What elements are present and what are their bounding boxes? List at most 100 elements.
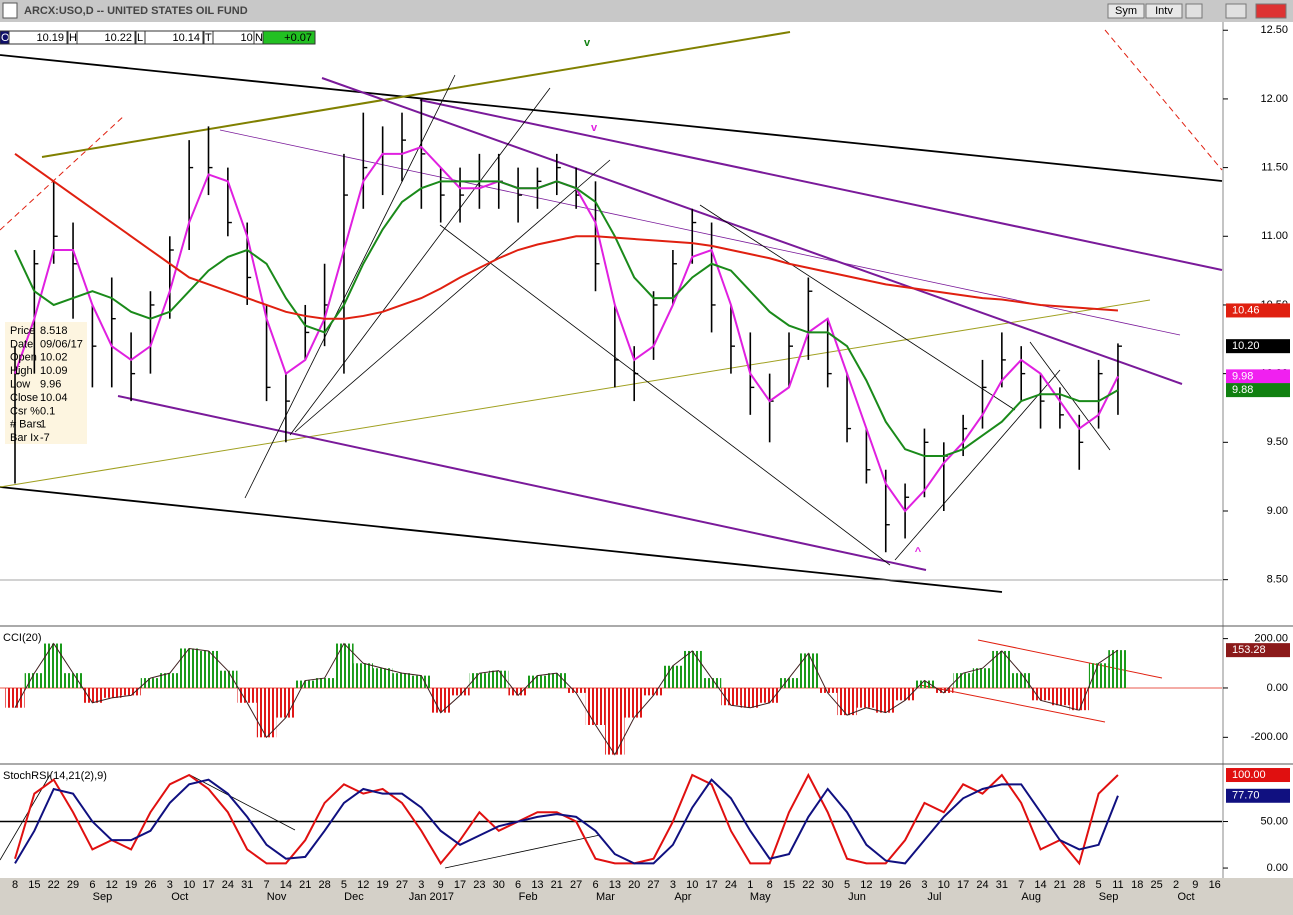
cci-bar bbox=[682, 650, 702, 688]
cci-bar bbox=[140, 678, 161, 688]
cci-bar bbox=[314, 678, 335, 688]
cci-bar bbox=[5, 687, 25, 708]
trend-line bbox=[1029, 341, 1111, 451]
cci-bar bbox=[102, 687, 122, 698]
quote-label: L bbox=[137, 32, 143, 44]
value-marker-label: 9.88 bbox=[1232, 384, 1253, 396]
x-tick-label: 6 bbox=[89, 879, 95, 891]
info-value: -7 bbox=[40, 432, 50, 444]
cci-bar bbox=[198, 650, 219, 688]
x-tick-label: 28 bbox=[1073, 879, 1085, 891]
x-tick-label: 13 bbox=[609, 879, 621, 891]
x-tick-label: 5 bbox=[844, 879, 850, 891]
cci-bar bbox=[740, 687, 760, 708]
x-tick-label: 12 bbox=[106, 879, 118, 891]
x-tick-label: 3 bbox=[418, 879, 424, 891]
close-button[interactable] bbox=[1255, 3, 1287, 19]
trend-line bbox=[0, 114, 126, 231]
trend-line bbox=[294, 159, 611, 433]
x-tick-label: 8 bbox=[12, 879, 18, 891]
cci-bar bbox=[721, 687, 741, 706]
x-tick-label: 17 bbox=[705, 879, 717, 891]
x-month-label: Apr bbox=[674, 891, 691, 903]
x-month-label: Mar bbox=[596, 891, 615, 903]
quote-value: +0.07 bbox=[284, 32, 312, 44]
trend-line bbox=[321, 77, 1183, 385]
x-tick-label: 11 bbox=[1112, 879, 1123, 891]
y-tick-label: 12.50 bbox=[1260, 24, 1288, 36]
trend-line bbox=[894, 369, 1061, 561]
cci-bar bbox=[295, 680, 315, 688]
x-tick-label: 17 bbox=[454, 879, 466, 891]
trend-line bbox=[289, 87, 551, 436]
cci-bar bbox=[605, 687, 625, 755]
cci-bar bbox=[992, 650, 1012, 688]
x-tick-label: 20 bbox=[628, 879, 640, 891]
x-tick-label: 30 bbox=[822, 879, 834, 891]
series-line bbox=[14, 153, 1119, 320]
toolbar-button[interactable] bbox=[1145, 3, 1183, 19]
x-tick-label: 13 bbox=[531, 879, 543, 891]
cci-bar bbox=[411, 675, 431, 688]
trend-line bbox=[0, 486, 1003, 593]
title-bar bbox=[0, 0, 1293, 22]
x-tick-label: 15 bbox=[783, 879, 795, 891]
x-tick-label: 27 bbox=[647, 879, 659, 891]
info-value: 09/06/17 bbox=[40, 338, 83, 350]
cci-bar bbox=[566, 687, 586, 693]
trend-line bbox=[117, 395, 927, 571]
cci-bar bbox=[1050, 687, 1070, 706]
cci-bar bbox=[701, 678, 722, 688]
cci-bar bbox=[972, 668, 993, 688]
value-marker-label: 153.28 bbox=[1232, 644, 1266, 656]
value-marker-label: 10.20 bbox=[1232, 340, 1260, 352]
x-tick-label: 26 bbox=[899, 879, 911, 891]
cci-bar bbox=[953, 673, 973, 688]
x-month-label: Jan 2017 bbox=[409, 891, 454, 903]
x-tick-label: 24 bbox=[976, 879, 988, 891]
x-tick-label: 17 bbox=[202, 879, 214, 891]
x-tick-label: 14 bbox=[280, 879, 292, 891]
quote-value: 10.14 bbox=[172, 32, 200, 44]
x-tick-label: 29 bbox=[67, 879, 79, 891]
x-month-label: Oct bbox=[171, 891, 188, 903]
x-tick-label: 10 bbox=[183, 879, 195, 891]
trend-line bbox=[244, 74, 456, 499]
pane-title: StochRSI(14,21(2),9) bbox=[3, 770, 107, 782]
value-marker-label: 100.00 bbox=[1232, 769, 1266, 781]
cci-bar bbox=[663, 665, 683, 688]
x-month-label: Sep bbox=[1099, 891, 1119, 903]
quote-label: H bbox=[69, 32, 77, 44]
quote-value-box bbox=[76, 30, 136, 45]
cci-bar bbox=[779, 678, 799, 688]
x-month-label: Feb bbox=[519, 891, 538, 903]
quote-label: T bbox=[205, 32, 212, 44]
x-tick-label: 30 bbox=[493, 879, 505, 891]
info-panel bbox=[5, 322, 87, 444]
cci-bar bbox=[121, 687, 141, 696]
y-tick-label: 11.50 bbox=[1261, 162, 1288, 174]
x-month-label: Jul bbox=[927, 891, 941, 903]
cci-bar bbox=[914, 680, 935, 688]
cci-bar bbox=[759, 687, 780, 703]
value-marker bbox=[1226, 383, 1290, 398]
maximize-button[interactable] bbox=[1225, 3, 1247, 19]
x-tick-label: 14 bbox=[1034, 879, 1046, 891]
minimize-button[interactable] bbox=[1185, 3, 1203, 19]
x-tick-label: 26 bbox=[144, 879, 156, 891]
series-line bbox=[14, 778, 1119, 865]
x-tick-label: 31 bbox=[996, 879, 1008, 891]
annotation: v bbox=[584, 37, 591, 49]
value-marker-label: 9.98 bbox=[1232, 370, 1253, 382]
info-label: # Bars bbox=[10, 419, 42, 431]
info-label: Price bbox=[10, 325, 35, 337]
x-tick-label: 12 bbox=[860, 879, 872, 891]
trend-line bbox=[419, 99, 1223, 271]
cci-bar bbox=[431, 687, 451, 713]
x-tick-label: 19 bbox=[125, 879, 137, 891]
toolbar-button[interactable] bbox=[1107, 3, 1145, 19]
info-label: Close bbox=[10, 392, 38, 404]
quote-value: 10.19 bbox=[36, 32, 64, 44]
x-tick-label: 2 bbox=[1173, 879, 1179, 891]
cci-bar bbox=[63, 673, 83, 688]
